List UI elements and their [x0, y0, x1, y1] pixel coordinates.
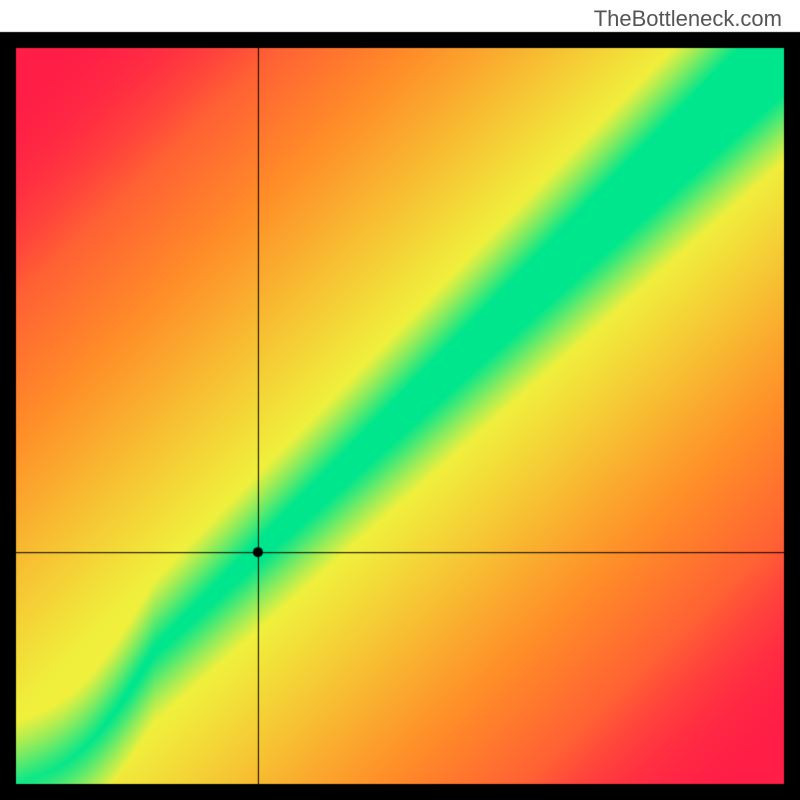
bottleneck-heatmap	[0, 0, 800, 800]
attribution-text: TheBottleneck.com	[594, 6, 782, 32]
